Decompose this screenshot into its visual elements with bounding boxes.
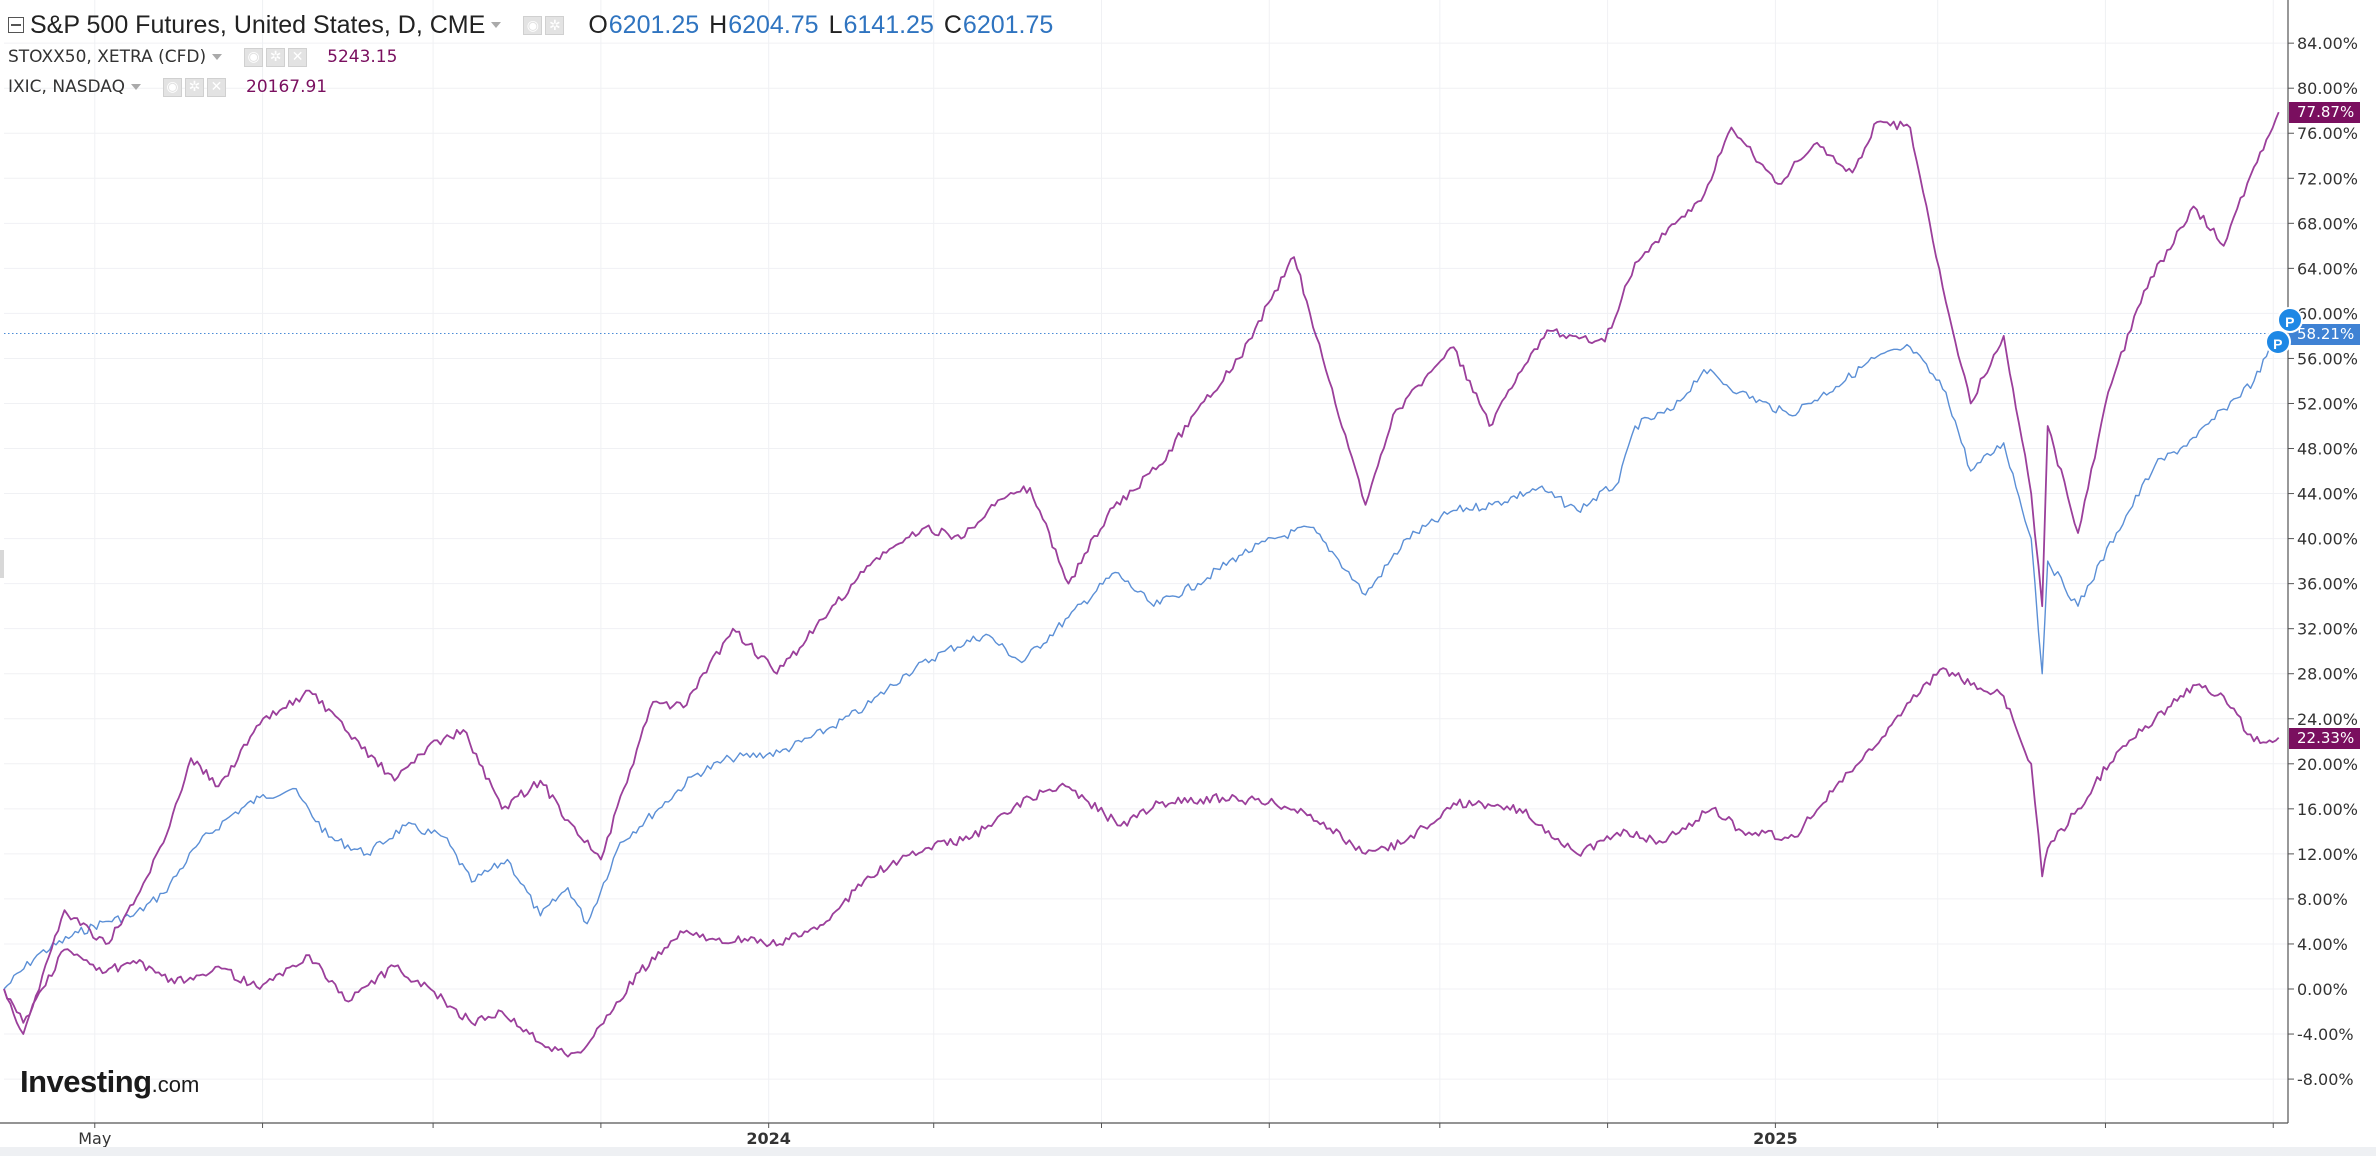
y-tick-label: 56.00% (2297, 349, 2358, 368)
time-scroll-bar[interactable] (0, 1147, 2376, 1156)
y-tick-label: 28.00% (2297, 665, 2358, 684)
chevron-down-icon[interactable] (491, 22, 502, 28)
gear-icon[interactable]: ✲ (545, 15, 565, 35)
main-series-tools: ◉ ✲ (523, 15, 565, 35)
y-tick-label: 40.00% (2297, 530, 2358, 549)
y-tick-label: 24.00% (2297, 710, 2358, 729)
y-tick-label: 32.00% (2297, 620, 2358, 639)
y-tick-label: 76.00% (2297, 124, 2358, 143)
ixic-value: 20167.91 (246, 77, 328, 97)
stoxx50-series-line (3, 667, 2280, 1058)
sp500-series-line (3, 333, 2280, 990)
y-tick-label: 60.00% (2297, 304, 2358, 323)
y-tick-label: -4.00% (2297, 1025, 2354, 1044)
y-tick-label: 12.00% (2297, 845, 2358, 864)
panel-resize-handle[interactable] (0, 550, 4, 578)
investing-logo: Investing.com (20, 1064, 200, 1099)
high-value: 6204.75 (728, 10, 819, 39)
y-tick-label: 84.00% (2297, 34, 2358, 53)
main-symbol-title[interactable]: S&P 500 Futures, United States, D, CME (30, 10, 486, 39)
y-tick-label: 64.00% (2297, 259, 2358, 278)
close-icon[interactable]: ✕ (207, 77, 226, 97)
eye-icon[interactable]: ◉ (523, 15, 543, 35)
y-tick-label: 44.00% (2297, 485, 2358, 504)
ixic-title[interactable]: IXIC, NASDAQ (8, 77, 125, 97)
y-tick-label: 36.00% (2297, 575, 2358, 594)
y-tick-label: 68.00% (2297, 214, 2358, 233)
close-value: 6201.75 (962, 10, 1054, 39)
position-marker-icon[interactable]: P (2276, 306, 2303, 333)
low-value: 6141.25 (843, 10, 934, 39)
close-icon[interactable]: ✕ (288, 47, 308, 67)
stoxx50-tools: ◉ ✲ ✕ (244, 47, 308, 67)
legend-main-row: S&P 500 Futures, United States, D, CME ◉… (8, 8, 1053, 42)
ohlc-close: C6201.75 (943, 10, 1054, 39)
y-tick-label: 52.00% (2297, 394, 2358, 413)
ixic-series-line (3, 111, 2280, 1035)
legend-row-ixic: IXIC, NASDAQ ◉ ✲ ✕ 20167.91 (8, 72, 1053, 102)
y-tick-label: -8.00% (2297, 1070, 2354, 1089)
position-marker-icon[interactable]: P (2264, 328, 2291, 355)
y-tick-label: 80.00% (2297, 79, 2358, 98)
y-tick-label: 16.00% (2297, 800, 2358, 819)
x-tick-label: May (78, 1129, 111, 1148)
x-tick-label: 2025 (1753, 1129, 1798, 1148)
chart-legend: S&P 500 Futures, United States, D, CME ◉… (8, 8, 1053, 102)
gear-icon[interactable]: ✲ (266, 47, 286, 67)
chevron-down-icon[interactable] (212, 54, 223, 60)
y-tick-label: 48.00% (2297, 440, 2358, 459)
eye-icon[interactable]: ◉ (244, 47, 264, 67)
ohlc-low: L6141.25 (828, 10, 934, 39)
collapse-icon[interactable] (8, 17, 24, 33)
y-tick-label: 20.00% (2297, 755, 2358, 774)
ohlc-high: H6204.75 (709, 10, 819, 39)
gear-icon[interactable]: ✲ (185, 77, 204, 97)
ixic-last-value-tag: 77.87% (2289, 102, 2361, 124)
open-value: 6201.25 (608, 10, 700, 39)
stoxx50-title[interactable]: STOXX50, XETRA (CFD) (8, 47, 207, 67)
y-tick-label: 0.00% (2297, 980, 2348, 999)
legend-row-stoxx50: STOXX50, XETRA (CFD) ◉ ✲ ✕ 5243.15 (8, 42, 1053, 72)
stoxx50-value: 5243.15 (327, 47, 398, 67)
stoxx50-last-value-tag: 22.33% (2289, 727, 2361, 749)
x-tick-label: 2024 (746, 1129, 791, 1148)
ixic-tools: ◉ ✲ ✕ (163, 77, 226, 97)
chevron-down-icon[interactable] (131, 84, 141, 90)
sp500-last-value-tag: 58.21% (2289, 323, 2361, 345)
ohlc-open: O6201.25 (588, 10, 700, 39)
y-tick-label: 8.00% (2297, 890, 2348, 909)
eye-icon[interactable]: ◉ (163, 77, 182, 97)
y-tick-label: 4.00% (2297, 935, 2348, 954)
y-tick-label: 72.00% (2297, 169, 2358, 188)
